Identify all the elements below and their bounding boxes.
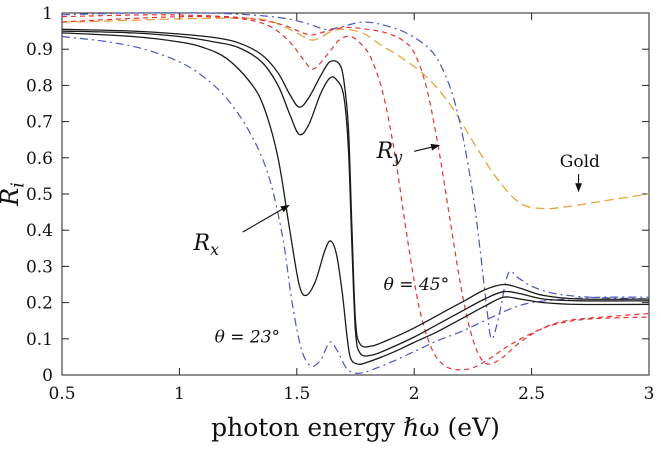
ry-label: Ry	[376, 139, 404, 167]
series-rx-blue-dashdot	[62, 35, 649, 375]
annotation-arrow	[242, 208, 283, 233]
annotation-arrowhead	[430, 143, 441, 151]
x-axis-label: photon energy ℏω (eV)	[211, 413, 500, 442]
x-tick-label: 3	[644, 384, 655, 404]
y-tick-label: 0.5	[26, 185, 53, 205]
x-tick-label: 1	[174, 384, 185, 404]
series-rx-black-low	[62, 32, 649, 365]
x-tick-label: 0.5	[48, 384, 75, 404]
annotation-arrow	[414, 146, 432, 152]
y-tick-label: 0.7	[26, 113, 53, 133]
theta45-label: θ = 45°	[384, 275, 449, 295]
series-ry-blue-dashdot	[62, 12, 649, 340]
y-tick-label: 0	[42, 366, 53, 386]
y-tick-label: 0.8	[26, 76, 53, 96]
annotation-arrowhead	[575, 183, 582, 193]
y-axis-label: Ri	[0, 182, 28, 207]
x-tick-label: 1.5	[283, 384, 310, 404]
theta23-label: θ = 23°	[215, 327, 280, 347]
series-gold	[62, 17, 649, 210]
y-tick-label: 1	[42, 4, 53, 24]
rx-label: Rx	[192, 231, 219, 259]
y-tick-label: 0.2	[26, 294, 53, 314]
annotation-arrowhead	[280, 204, 290, 213]
y-tick-label: 0.3	[26, 257, 53, 277]
y-tick-label: 0.6	[26, 149, 53, 169]
x-tick-label: 2.5	[518, 384, 545, 404]
y-tick-label: 0.4	[26, 221, 53, 241]
series-ry-red-dashed-late	[62, 14, 649, 365]
y-tick-label: 0.9	[26, 40, 53, 60]
y-tick-label: 0.1	[26, 330, 53, 350]
series-rx-black-mid	[62, 30, 649, 357]
series-rx-black-high	[62, 28, 649, 348]
gold-label: Gold	[560, 152, 600, 172]
x-tick-label: 2	[409, 384, 420, 404]
